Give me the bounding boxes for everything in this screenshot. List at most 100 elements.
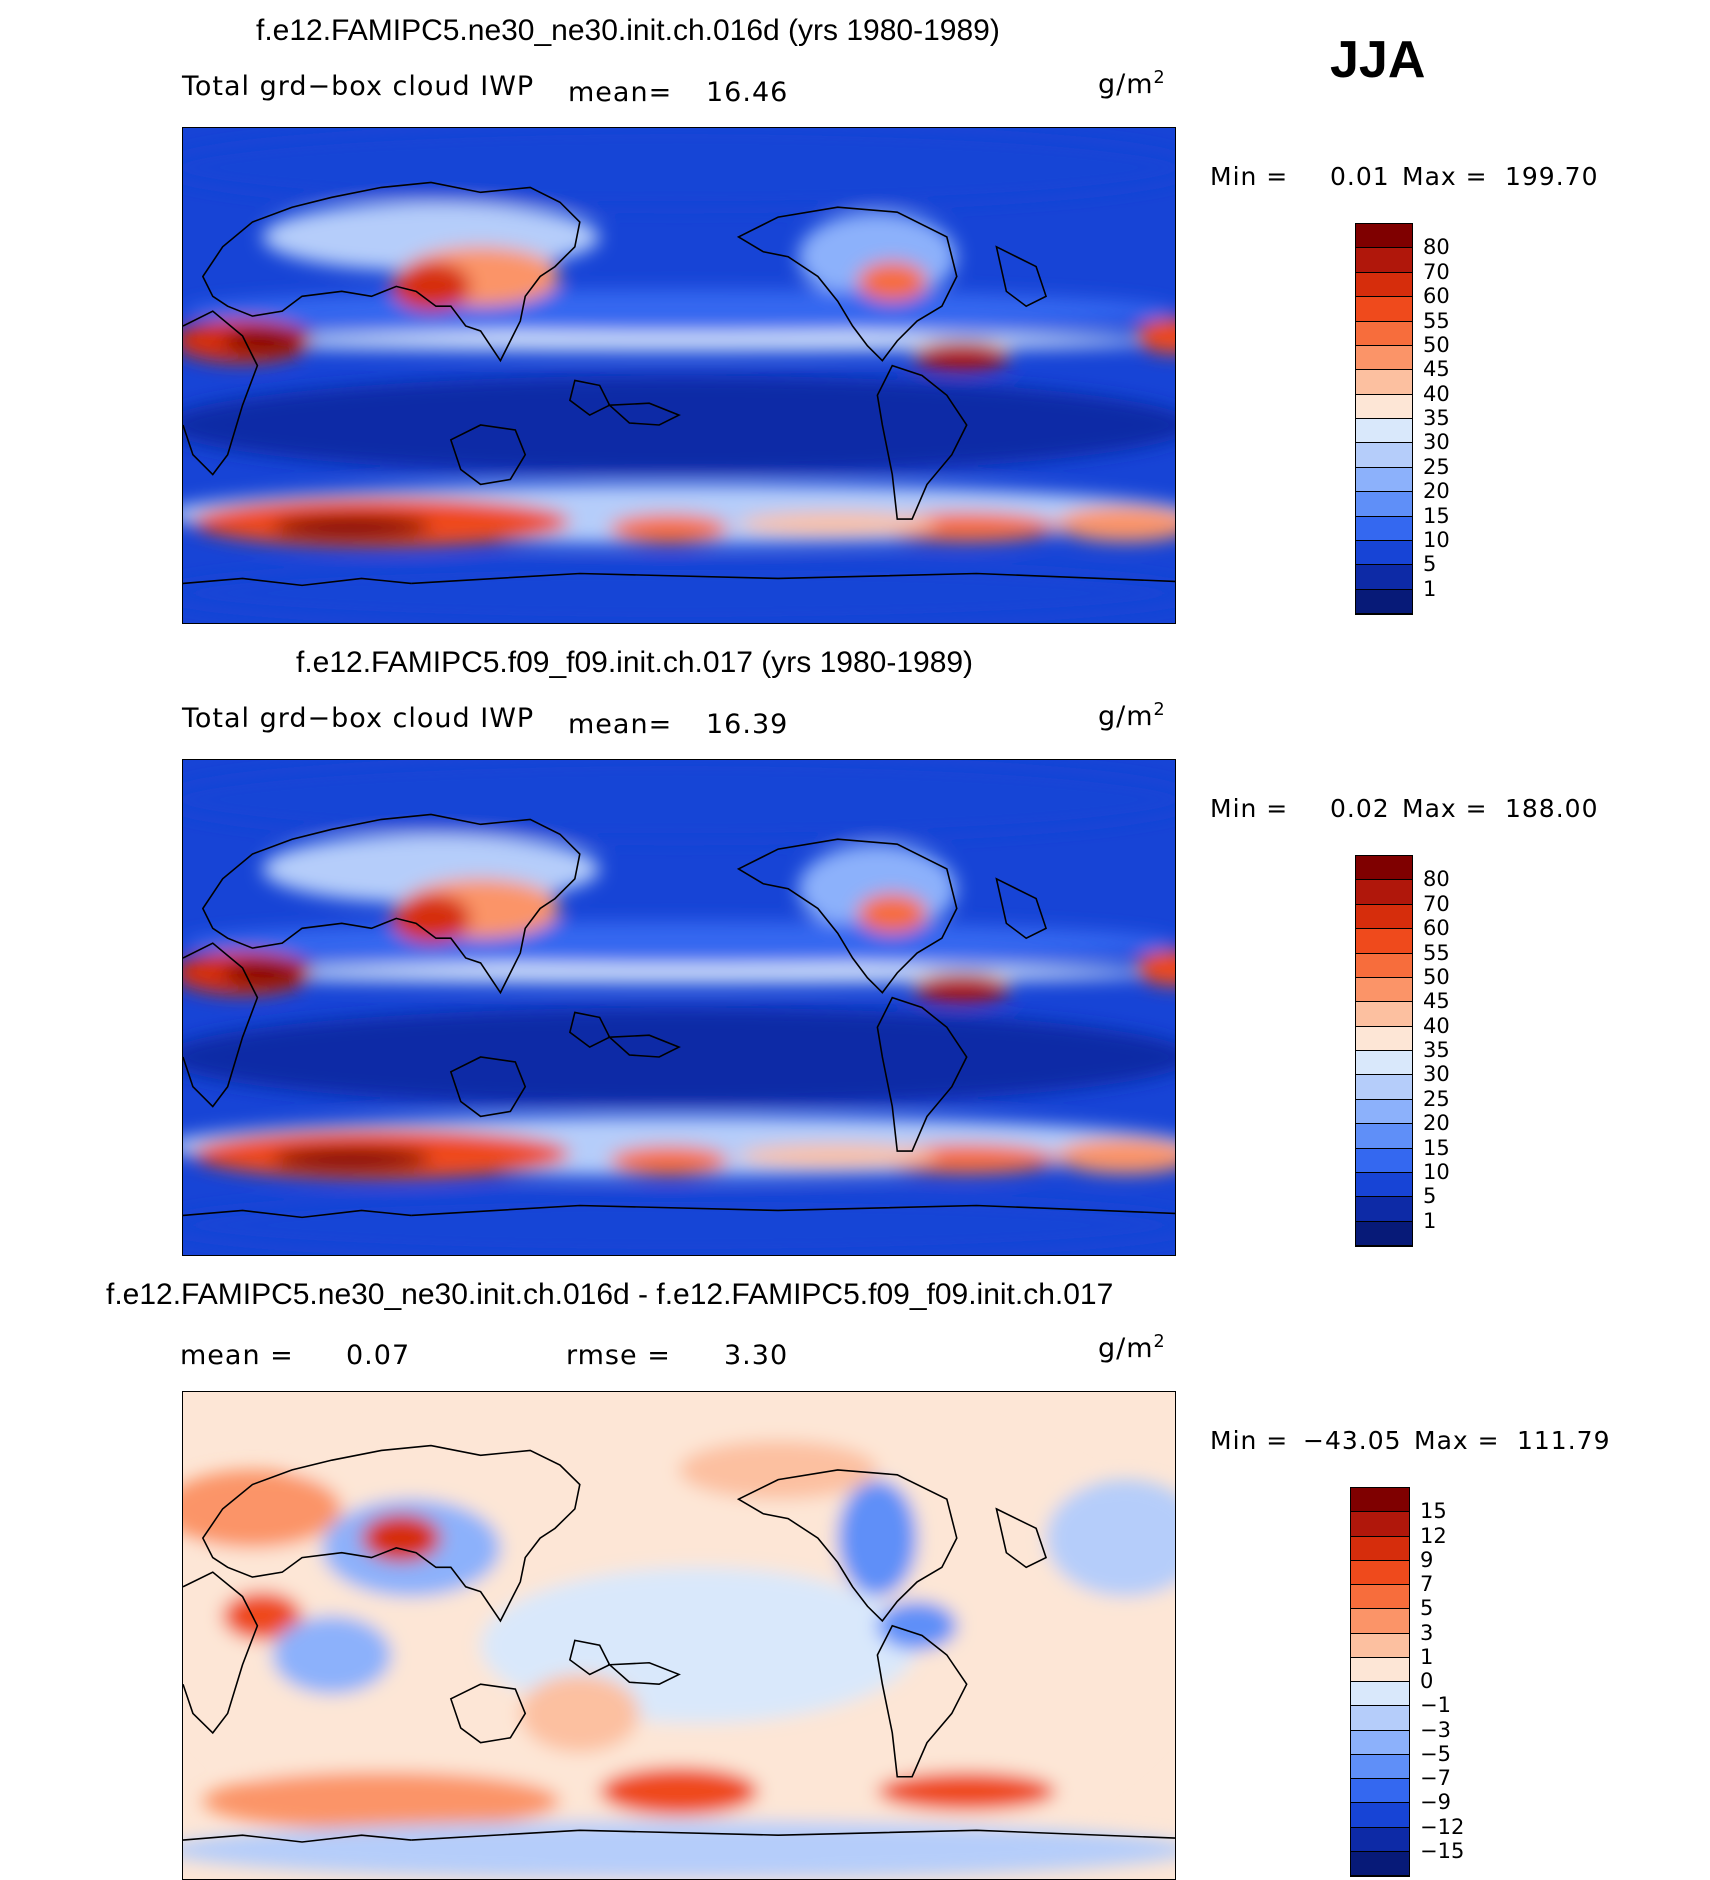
colorbar-swatch — [1356, 1075, 1412, 1100]
colorbar-label: 10 — [1423, 1159, 1450, 1184]
field-region — [183, 289, 1175, 333]
field-region — [912, 340, 1012, 371]
panel1-title: f.e12.FAMIPC5.ne30_ne30.init.ch.016d (yr… — [256, 14, 1000, 47]
colorbar-label: 60 — [1423, 916, 1450, 941]
coastline — [568, 1639, 611, 1676]
coastline — [568, 379, 611, 417]
coastline — [995, 1507, 1048, 1569]
colorbar-swatch — [1351, 1488, 1409, 1513]
field-region — [857, 893, 927, 934]
colorbar-swatch — [1356, 516, 1412, 541]
colorbar-swatch — [1351, 1536, 1409, 1561]
colorbar-swatch — [1356, 953, 1412, 978]
colorbar-swatch — [1356, 1002, 1412, 1027]
field-region — [222, 328, 303, 353]
colorbar-label: −15 — [1420, 1838, 1465, 1863]
colorbar-swatch — [1356, 1221, 1412, 1246]
colorbar-label: 60 — [1423, 284, 1450, 309]
coastline — [607, 1661, 681, 1685]
colorbar-label: 35 — [1423, 406, 1450, 430]
colorbar-swatch — [1356, 1051, 1412, 1076]
panel1-mean-value: 16.46 — [706, 77, 789, 108]
field-region — [520, 1674, 640, 1753]
field-region — [222, 960, 303, 985]
colorbar-swatch — [1356, 248, 1412, 273]
field-region — [183, 921, 1175, 965]
colorbar-label: 80 — [1423, 867, 1450, 892]
coastline — [995, 245, 1048, 308]
panel1-colorbar — [1355, 223, 1413, 615]
field-region — [857, 261, 927, 302]
field-region — [738, 1144, 937, 1168]
colorbar-swatch — [1356, 1172, 1412, 1198]
panel2-map — [182, 759, 1176, 1256]
colorbar-swatch — [1356, 224, 1412, 249]
colorbar-swatch — [1356, 1099, 1412, 1125]
coastline — [183, 577, 412, 587]
field-region — [222, 1591, 303, 1641]
field-region — [183, 1820, 1175, 1879]
colorbar-swatch — [1351, 1682, 1409, 1707]
panel3-max-value: 111.79 — [1517, 1426, 1611, 1455]
coastline — [995, 877, 1048, 940]
coastline — [201, 813, 581, 995]
colorbar-label: 15 — [1423, 1135, 1450, 1160]
field-region — [202, 1771, 560, 1831]
colorbar-swatch — [1356, 297, 1412, 322]
coastline — [607, 1034, 681, 1058]
colorbar-label: 70 — [1423, 259, 1450, 284]
coastline — [411, 1204, 1175, 1217]
panel1-variable: Total grd−box cloud IWP — [182, 71, 535, 102]
colorbar-swatch — [1351, 1657, 1409, 1682]
field-region — [183, 128, 1175, 208]
colorbar-label: 70 — [1423, 891, 1450, 916]
colorbar-swatch — [1356, 272, 1412, 298]
field-region — [183, 563, 1175, 623]
colorbar-swatch — [1356, 565, 1412, 590]
field-region — [272, 515, 431, 539]
panel2-max-value: 188.00 — [1505, 794, 1599, 823]
panel2-min-label: Min = — [1210, 794, 1289, 823]
field-region — [1135, 318, 1175, 354]
field-region — [183, 760, 1175, 840]
coastline — [607, 402, 681, 426]
colorbar-swatch — [1356, 321, 1412, 346]
coastline — [876, 1624, 968, 1778]
colorbar-label: 40 — [1423, 1013, 1450, 1038]
field-region — [1055, 1138, 1175, 1174]
colorbar-label: 9 — [1420, 1547, 1434, 1572]
panel1-map — [182, 127, 1176, 624]
colorbar-swatch — [1356, 1148, 1412, 1173]
colorbar-swatch — [1351, 1851, 1409, 1876]
colorbar-label: 50 — [1423, 332, 1450, 357]
colorbar-label: 1 — [1423, 1208, 1437, 1233]
colorbar-label: 35 — [1423, 1038, 1450, 1062]
colorbar-label: 25 — [1423, 1086, 1450, 1111]
panel2-colorbar — [1355, 855, 1413, 1247]
panel3-mean-label: mean = — [180, 1340, 294, 1371]
field-region — [361, 1513, 441, 1563]
coastline — [183, 1834, 412, 1843]
colorbar-label: 12 — [1420, 1523, 1447, 1548]
coastline — [736, 838, 958, 994]
coastline — [876, 996, 968, 1152]
panel2-mean-label: mean= — [568, 709, 673, 740]
colorbar-swatch — [1351, 1827, 1409, 1852]
colorbar-swatch — [1351, 1560, 1409, 1585]
colorbar-label: 20 — [1423, 479, 1450, 504]
field-region — [183, 375, 1175, 475]
panel2-max-label: Max = — [1402, 794, 1488, 823]
coastline — [568, 1011, 611, 1049]
field-region — [912, 972, 1012, 1003]
coastline — [449, 1056, 527, 1118]
field-region — [183, 1195, 1175, 1255]
colorbar-swatch — [1356, 492, 1412, 517]
colorbar-label: 5 — [1423, 552, 1437, 577]
colorbar-label: 15 — [1420, 1499, 1447, 1524]
colorbar-swatch — [1356, 880, 1412, 905]
field-region — [738, 512, 937, 536]
season-label: JJA — [1330, 31, 1426, 89]
field-region — [1135, 950, 1175, 986]
coastline — [449, 424, 527, 486]
colorbar-swatch — [1351, 1706, 1409, 1731]
